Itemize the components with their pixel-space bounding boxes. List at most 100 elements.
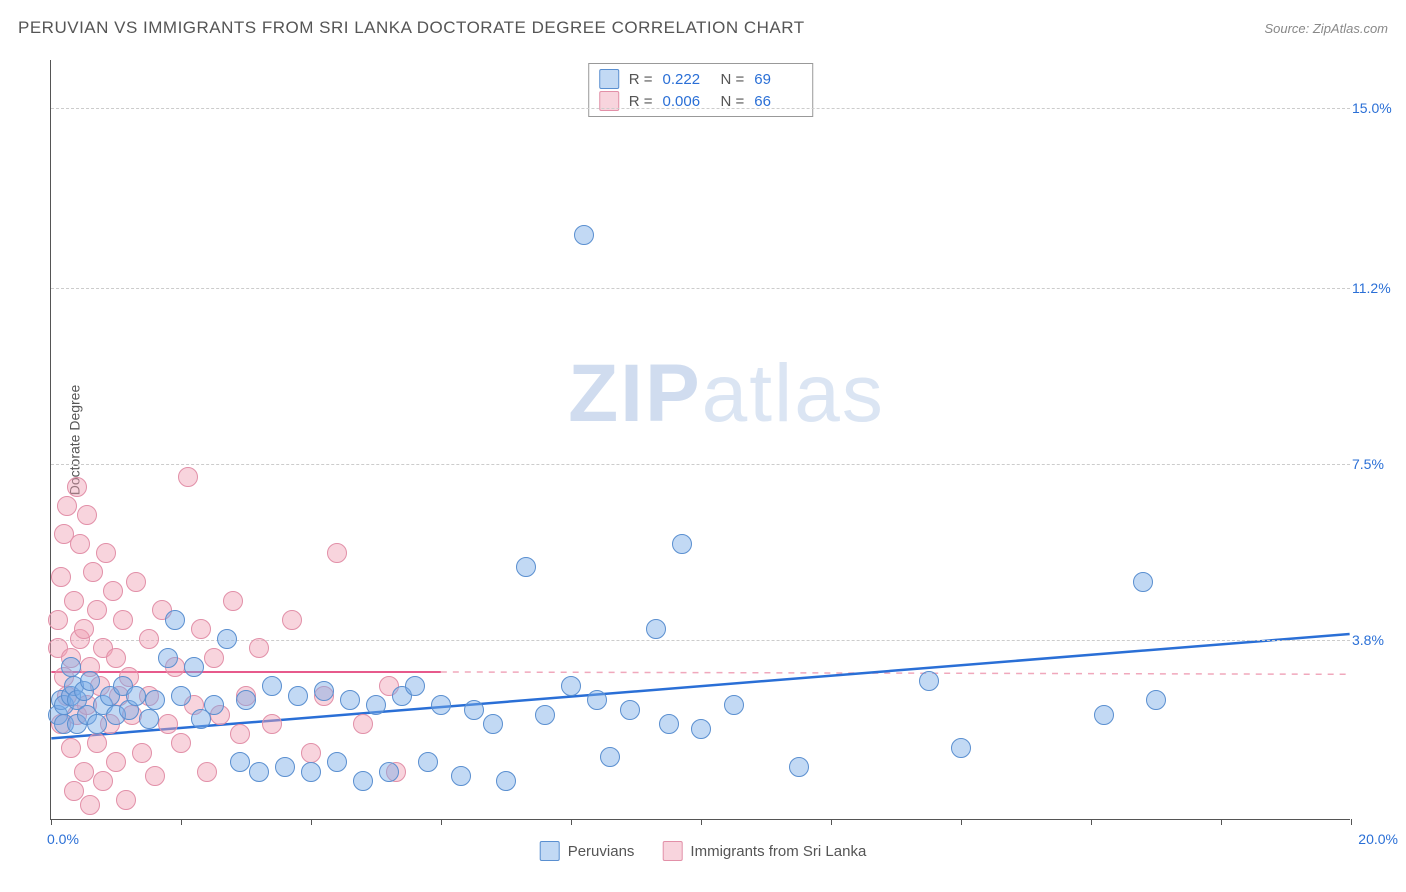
scatter-point-blue	[574, 225, 594, 245]
x-tick	[961, 819, 962, 825]
scatter-point-blue	[418, 752, 438, 772]
scatter-point-blue	[600, 747, 620, 767]
scatter-point-pink	[353, 714, 373, 734]
scatter-point-pink	[132, 743, 152, 763]
scatter-point-pink	[301, 743, 321, 763]
n-label: N =	[721, 71, 745, 88]
x-axis-max-label: 20.0%	[1358, 831, 1398, 847]
scatter-point-pink	[93, 771, 113, 791]
scatter-point-blue	[217, 629, 237, 649]
x-tick	[311, 819, 312, 825]
legend-swatch	[662, 841, 682, 861]
scatter-point-blue	[288, 686, 308, 706]
legend-label: Immigrants from Sri Lanka	[690, 843, 866, 860]
scatter-point-blue	[165, 610, 185, 630]
scatter-point-blue	[126, 686, 146, 706]
legend-label: Peruvians	[568, 843, 635, 860]
scatter-point-blue	[230, 752, 250, 772]
scatter-point-blue	[483, 714, 503, 734]
scatter-point-pink	[139, 629, 159, 649]
scatter-point-blue	[691, 719, 711, 739]
scatter-point-pink	[116, 790, 136, 810]
x-tick	[441, 819, 442, 825]
scatter-point-pink	[77, 505, 97, 525]
scatter-point-blue	[184, 657, 204, 677]
y-tick-label: 7.5%	[1352, 456, 1400, 472]
scatter-point-blue	[204, 695, 224, 715]
x-tick	[831, 819, 832, 825]
scatter-point-blue	[327, 752, 347, 772]
scatter-point-pink	[61, 738, 81, 758]
scatter-point-blue	[620, 700, 640, 720]
x-tick	[1221, 819, 1222, 825]
x-tick	[571, 819, 572, 825]
scatter-point-blue	[171, 686, 191, 706]
scatter-point-blue	[366, 695, 386, 715]
scatter-point-blue	[672, 534, 692, 554]
stats-legend: R =0.222N =69R =0.006N =66	[588, 63, 814, 117]
scatter-point-blue	[405, 676, 425, 696]
gridline	[51, 108, 1350, 109]
legend-item: Immigrants from Sri Lanka	[662, 841, 866, 861]
gridline	[51, 288, 1350, 289]
scatter-point-pink	[106, 752, 126, 772]
scatter-point-pink	[64, 781, 84, 801]
scatter-point-blue	[249, 762, 269, 782]
scatter-point-pink	[197, 762, 217, 782]
scatter-point-blue	[951, 738, 971, 758]
scatter-point-blue	[919, 671, 939, 691]
scatter-point-blue	[275, 757, 295, 777]
scatter-point-pink	[51, 567, 71, 587]
scatter-point-blue	[724, 695, 744, 715]
scatter-point-blue	[464, 700, 484, 720]
scatter-point-blue	[561, 676, 581, 696]
scatter-point-blue	[340, 690, 360, 710]
scatter-point-blue	[139, 709, 159, 729]
y-tick-label: 11.2%	[1352, 280, 1400, 296]
scatter-point-pink	[80, 795, 100, 815]
scatter-point-blue	[353, 771, 373, 791]
scatter-point-blue	[496, 771, 516, 791]
y-tick-label: 15.0%	[1352, 100, 1400, 116]
scatter-point-pink	[171, 733, 191, 753]
scatter-point-pink	[83, 562, 103, 582]
scatter-point-blue	[314, 681, 334, 701]
scatter-point-pink	[145, 766, 165, 786]
gridline	[51, 640, 1350, 641]
scatter-point-blue	[1133, 572, 1153, 592]
scatter-point-blue	[87, 714, 107, 734]
scatter-point-pink	[223, 591, 243, 611]
x-tick	[1091, 819, 1092, 825]
scatter-point-pink	[204, 648, 224, 668]
scatter-point-pink	[282, 610, 302, 630]
x-tick	[181, 819, 182, 825]
scatter-point-pink	[64, 591, 84, 611]
series-legend: Peruvians Immigrants from Sri Lanka	[540, 828, 867, 874]
scatter-point-pink	[113, 610, 133, 630]
scatter-point-pink	[191, 619, 211, 639]
scatter-point-pink	[230, 724, 250, 744]
scatter-point-blue	[789, 757, 809, 777]
source-label: Source: ZipAtlas.com	[1264, 21, 1388, 36]
scatter-point-pink	[96, 543, 116, 563]
scatter-point-pink	[249, 638, 269, 658]
scatter-point-blue	[145, 690, 165, 710]
scatter-point-pink	[178, 467, 198, 487]
legend-swatch	[540, 841, 560, 861]
scatter-point-blue	[535, 705, 555, 725]
r-label: R =	[629, 71, 653, 88]
scatter-point-pink	[262, 714, 282, 734]
gridline	[51, 464, 1350, 465]
scatter-point-pink	[70, 534, 90, 554]
scatter-point-pink	[327, 543, 347, 563]
scatter-point-blue	[1146, 690, 1166, 710]
scatter-point-blue	[451, 766, 471, 786]
x-tick	[51, 819, 52, 825]
scatter-point-pink	[106, 648, 126, 668]
scatter-point-pink	[87, 600, 107, 620]
scatter-point-pink	[74, 762, 94, 782]
scatter-point-pink	[103, 581, 123, 601]
n-value: 69	[754, 71, 802, 88]
scatter-point-pink	[74, 619, 94, 639]
scatter-point-pink	[57, 496, 77, 516]
